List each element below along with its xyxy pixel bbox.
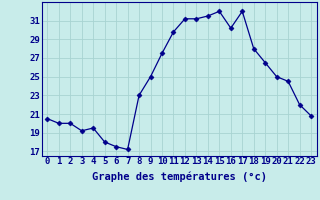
X-axis label: Graphe des températures (°c): Graphe des températures (°c) bbox=[92, 172, 267, 182]
